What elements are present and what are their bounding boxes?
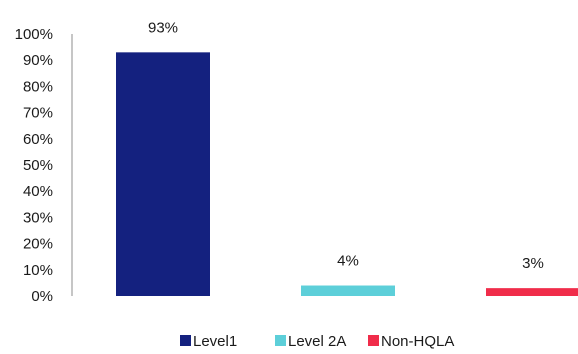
y-axis: 0% 10% 20% 30% 40% 50% 60% 70% 80% 90% 100% (15, 26, 73, 305)
legend-label: Non-HQLA (381, 333, 454, 350)
bar-non-hqla (486, 288, 578, 296)
y-tick-label: 50% (23, 157, 53, 174)
data-label: 4% (337, 253, 359, 270)
bar-level-2a (301, 285, 395, 296)
y-tick-label: 100% (15, 26, 53, 43)
legend-swatch (368, 335, 379, 346)
bars (116, 52, 578, 297)
data-label: 93% (148, 19, 178, 36)
legend-swatch (180, 335, 191, 346)
y-tick-label: 40% (23, 183, 53, 200)
y-tick-label: 0% (31, 288, 53, 305)
y-tick-label: 10% (23, 262, 53, 279)
y-tick-label: 80% (23, 78, 53, 95)
legend: Level1 Level 2A Non-HQLA (180, 333, 454, 350)
legend-label: Level1 (193, 333, 237, 350)
y-tick-label: 90% (23, 52, 53, 69)
data-label: 3% (522, 255, 544, 272)
bar-level1 (116, 52, 210, 297)
data-labels: 93% 4% 3% (148, 19, 544, 272)
y-tick-label: 60% (23, 131, 53, 148)
legend-label: Level 2A (288, 333, 346, 350)
y-tick-label: 30% (23, 209, 53, 226)
legend-swatch (275, 335, 286, 346)
y-tick-label: 70% (23, 105, 53, 122)
y-tick-label: 20% (23, 236, 53, 253)
